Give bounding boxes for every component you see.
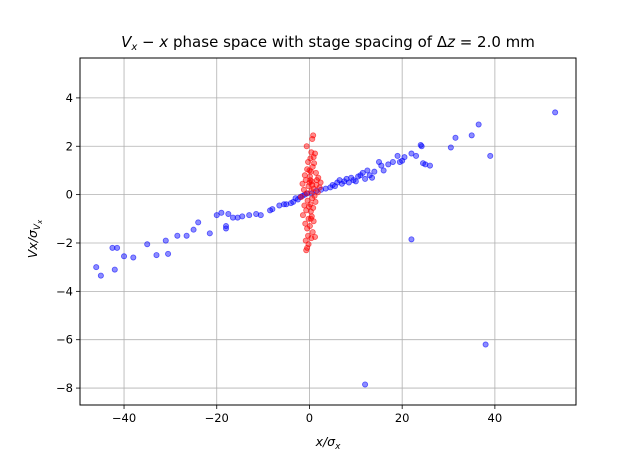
- data-point-series-1: [303, 190, 310, 197]
- data-point-series-0: [359, 169, 366, 176]
- data-point-series-0: [121, 253, 128, 260]
- grid: [80, 58, 576, 405]
- data-point-series-0: [447, 144, 454, 151]
- data-point-series-0: [183, 232, 190, 239]
- data-point-series-0: [153, 252, 160, 259]
- data-point-series-0: [218, 209, 225, 216]
- data-point-series-1: [307, 177, 314, 184]
- data-point-series-0: [239, 213, 246, 220]
- data-point-series-0: [93, 264, 100, 271]
- y-tick-label: −8: [56, 381, 73, 395]
- data-point-series-1: [305, 203, 312, 210]
- data-point-series-0: [482, 341, 489, 348]
- data-point-series-1: [299, 180, 306, 187]
- data-point-series-0: [371, 168, 378, 175]
- data-point-series-1: [298, 194, 305, 201]
- x-tick-label: 20: [395, 411, 410, 425]
- data-point-series-0: [362, 175, 369, 182]
- data-point-series-0: [385, 161, 392, 168]
- data-point-series-1: [299, 212, 306, 219]
- y-axis-label: Vx/σVx: [25, 219, 44, 258]
- data-point-series-0: [190, 226, 197, 233]
- data-point-series-0: [195, 219, 202, 226]
- data-point-series-0: [413, 152, 420, 159]
- data-point-series-0: [225, 210, 232, 217]
- data-point-series-0: [345, 179, 352, 186]
- data-point-series-0: [352, 178, 359, 185]
- data-point-series-0: [362, 381, 369, 388]
- x-tick-label: −40: [112, 411, 136, 425]
- data-point-series-1: [310, 154, 317, 161]
- data-point-series-0: [130, 254, 137, 261]
- data-points: [93, 109, 559, 388]
- data-point-series-0: [246, 212, 253, 219]
- data-point-series-0: [475, 121, 482, 128]
- data-point-series-1: [316, 184, 323, 191]
- chart-title: Vx − x phase space with stage spacing of…: [121, 33, 535, 53]
- data-point-series-1: [312, 169, 319, 176]
- data-point-series-0: [109, 244, 116, 251]
- data-point-series-1: [312, 198, 319, 205]
- data-point-series-0: [111, 266, 118, 273]
- data-point-series-0: [213, 212, 220, 219]
- y-tick-label: −6: [56, 333, 73, 347]
- data-point-series-0: [269, 206, 276, 213]
- data-point-series-0: [452, 134, 459, 141]
- data-point-series-0: [364, 167, 371, 174]
- data-point-series-1: [305, 158, 312, 165]
- y-tick-label: 2: [66, 139, 73, 153]
- data-point-series-1: [307, 208, 314, 215]
- data-point-series-0: [487, 152, 494, 159]
- data-point-series-1: [313, 177, 320, 184]
- data-point-series-1: [307, 215, 314, 222]
- data-point-series-0: [223, 225, 230, 232]
- data-point-series-1: [306, 167, 313, 174]
- data-point-series-1: [308, 187, 315, 194]
- data-point-series-0: [378, 162, 385, 169]
- data-point-series-1: [309, 181, 316, 188]
- x-tick-label: 40: [488, 411, 503, 425]
- data-point-series-0: [380, 167, 387, 174]
- data-point-series-1: [309, 195, 316, 202]
- data-point-series-0: [369, 174, 376, 181]
- data-point-series-1: [309, 136, 316, 143]
- data-point-series-0: [408, 150, 415, 157]
- data-point-series-1: [303, 247, 310, 254]
- data-point-series-0: [97, 272, 104, 279]
- data-point-series-0: [257, 212, 264, 219]
- y-tick-label: 4: [66, 91, 73, 105]
- x-tick-label: −20: [205, 411, 229, 425]
- data-point-series-0: [401, 154, 408, 161]
- data-point-series-1: [304, 225, 311, 232]
- data-point-series-0: [408, 236, 415, 243]
- y-tick-label: 0: [66, 188, 73, 202]
- data-point-series-0: [174, 232, 181, 239]
- data-point-series-0: [206, 230, 213, 237]
- data-point-series-0: [418, 143, 425, 150]
- y-tick-label: −2: [56, 236, 73, 250]
- data-point-series-0: [552, 109, 559, 116]
- data-point-series-0: [229, 214, 236, 221]
- data-point-series-0: [162, 237, 169, 244]
- data-point-series-1: [303, 143, 310, 150]
- data-point-series-0: [468, 132, 475, 139]
- x-tick-label: 0: [306, 411, 313, 425]
- data-point-series-0: [114, 244, 121, 251]
- data-point-series-0: [144, 241, 151, 248]
- data-point-series-1: [301, 172, 308, 179]
- data-point-series-0: [389, 158, 396, 165]
- data-point-series-1: [309, 229, 316, 236]
- data-point-series-1: [308, 235, 315, 242]
- plot-frame: [79, 57, 577, 406]
- data-point-series-0: [394, 152, 401, 159]
- x-axis-label: x/σx: [315, 434, 342, 452]
- y-tick-label: −4: [56, 284, 73, 298]
- data-point-series-0: [426, 162, 433, 169]
- data-point-series-0: [165, 250, 172, 257]
